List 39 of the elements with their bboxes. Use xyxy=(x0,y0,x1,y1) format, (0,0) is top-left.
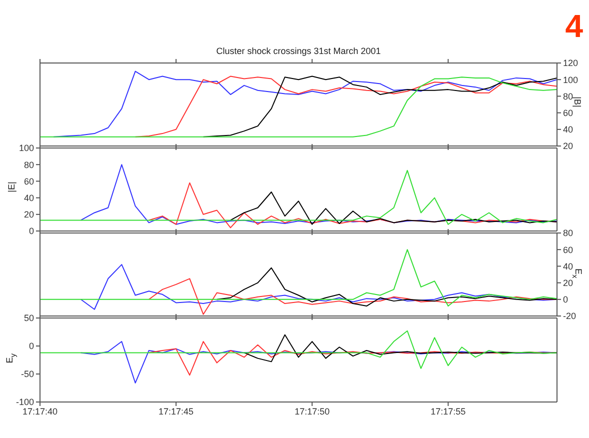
chart-title: Cluster shock crossings 31st March 2001 xyxy=(215,46,382,56)
y-tick-label: -50 xyxy=(20,369,34,380)
y-tick-label: 40 xyxy=(24,192,34,203)
y2-tick-label: 60 xyxy=(563,244,574,255)
text: 4 xyxy=(565,8,583,45)
y-tick-label: -100 xyxy=(16,397,34,408)
y2-tick-label: 60 xyxy=(563,108,574,118)
y-tick-label: 50 xyxy=(24,313,34,324)
y-tick-label: 0 xyxy=(28,341,34,352)
y2-tick-label: 80 xyxy=(563,91,574,102)
y2-tick-label: 0 xyxy=(563,294,568,305)
y2-tick-label: 40 xyxy=(563,261,574,272)
y2-tick-label: 20 xyxy=(563,278,574,288)
line-series xyxy=(202,76,557,138)
line-series xyxy=(40,170,557,225)
y-axis-title: |E| xyxy=(6,181,16,192)
line-series xyxy=(80,164,557,225)
y2-axis-title: |B| xyxy=(572,96,582,107)
x-tick-label: 17:17:55 xyxy=(430,406,466,416)
y2-tick-label: 40 xyxy=(563,124,574,135)
y-tick-label: 100 xyxy=(18,143,34,154)
y-tick-label: 0 xyxy=(28,226,34,236)
y-tick-label: 80 xyxy=(24,160,34,170)
line-series xyxy=(230,191,557,225)
line-series xyxy=(40,249,557,307)
y-tick-label: 60 xyxy=(24,176,34,186)
y-tick-label: 20 xyxy=(24,210,34,220)
y2-tick-label: 120 xyxy=(563,58,578,68)
x-tick-label: 17:17:45 xyxy=(158,406,194,416)
x-tick-label: 17:17:40 xyxy=(22,406,58,416)
line-series xyxy=(216,267,557,307)
x-tick-label: 17:17:50 xyxy=(294,406,330,416)
line-series xyxy=(40,330,557,369)
y2-tick-label: 20 xyxy=(563,141,574,152)
y2-tick-label: 100 xyxy=(563,74,578,85)
y2-tick-label: 80 xyxy=(563,228,574,238)
line-series xyxy=(134,76,557,138)
y2-tick-label: -20 xyxy=(563,311,576,322)
line-series xyxy=(148,278,557,315)
